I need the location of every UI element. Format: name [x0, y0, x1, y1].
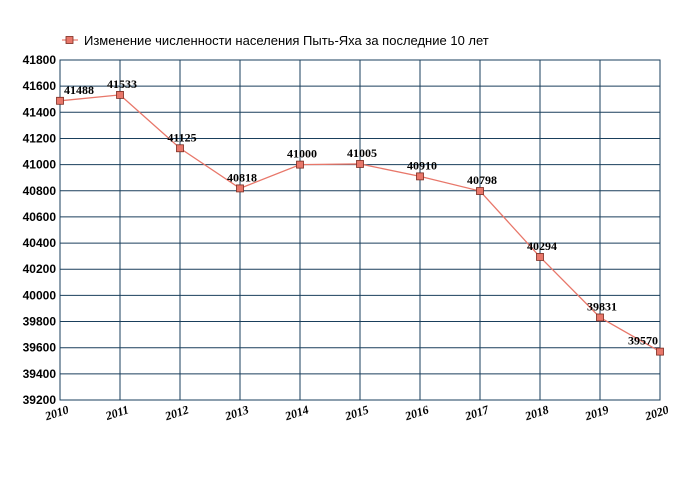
data-label: 40910 [407, 158, 437, 172]
data-label: 39831 [587, 299, 617, 313]
legend-label: Изменение численности населения Пыть-Яха… [84, 33, 489, 48]
y-tick-label: 41200 [23, 131, 57, 145]
data-point [236, 184, 244, 193]
data-point [656, 347, 664, 356]
y-tick-label: 41800 [23, 53, 57, 67]
y-tick-label: 39600 [23, 341, 57, 355]
data-label: 41125 [167, 130, 196, 144]
y-tick-label: 40400 [23, 236, 57, 250]
data-point [476, 187, 484, 195]
data-label: 40798 [467, 173, 497, 187]
data-point [536, 253, 544, 261]
data-point [296, 160, 304, 169]
x-axis: 2010 2011 2012 2013 2014 2015 2016 2017 2018 2019… [42, 402, 670, 423]
data-point [416, 172, 424, 181]
data-point [596, 313, 604, 322]
data-label: 41000 [287, 147, 317, 161]
x-tick-label: 2019 [582, 402, 610, 423]
y-tick-label: 40800 [23, 184, 57, 198]
x-tick-label: 2016 [402, 402, 430, 423]
x-tick-label: 2018 [522, 402, 550, 423]
data-point [176, 144, 184, 153]
data-label: 41533 [107, 77, 137, 91]
x-tick-label: 2015 [342, 402, 370, 423]
data-label: 40294 [527, 239, 557, 253]
y-tick-label: 41000 [23, 158, 57, 172]
x-tick-label: 2017 [462, 402, 491, 423]
data-label: 41005 [347, 146, 377, 160]
y-tick-label: 40000 [23, 288, 57, 302]
y-tick-label: 39200 [23, 393, 57, 407]
y-tick-label: 41600 [23, 79, 57, 93]
x-tick-label: 2014 [282, 402, 310, 423]
data-labels: 41488 41533 41125 40818 41000 41005 40910 40798… [64, 77, 658, 348]
y-tick-label: 40600 [23, 210, 57, 224]
data-label: 39570 [628, 334, 658, 348]
y-tick-label: 41400 [23, 105, 57, 119]
y-axis: 39200 39400 39600 39800 40000 40200 40400 40600… [23, 53, 57, 407]
x-tick-label: 2012 [162, 402, 190, 423]
data-point [116, 91, 124, 99]
data-label: 41488 [64, 83, 94, 97]
x-tick-label: 2020 [642, 402, 670, 423]
x-tick-label: 2013 [222, 402, 250, 423]
grid [59, 59, 661, 401]
y-tick-label: 40200 [23, 262, 57, 276]
legend-marker [65, 36, 74, 44]
x-tick-label: 2011 [103, 402, 130, 423]
series-population [56, 91, 664, 356]
legend: Изменение численности населения Пыть-Яха… [62, 33, 489, 48]
y-tick-label: 39400 [23, 367, 57, 381]
data-point [356, 160, 364, 168]
y-tick-label: 39800 [23, 315, 57, 329]
data-label: 40818 [227, 170, 257, 184]
data-point [56, 96, 64, 105]
